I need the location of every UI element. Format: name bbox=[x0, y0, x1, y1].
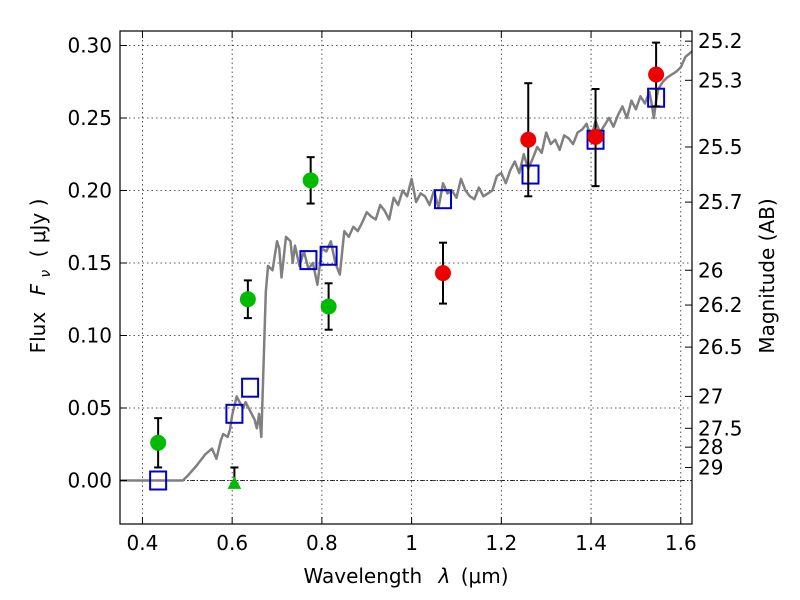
data-point-square bbox=[521, 164, 540, 185]
y2-tick-label: 26.2 bbox=[698, 293, 743, 317]
x-tick-label: 1.4 bbox=[575, 531, 607, 555]
y-axis-label: Flux F ν ( μJy ) bbox=[26, 199, 55, 354]
y-tick-label: 0.20 bbox=[67, 179, 112, 203]
plot-frame bbox=[119, 30, 693, 525]
data-point-square bbox=[225, 403, 244, 424]
y2-tick-label: 28 bbox=[698, 435, 723, 459]
y2-tick-label: 25.5 bbox=[698, 135, 743, 159]
y2-tick-label: 25.3 bbox=[698, 68, 743, 92]
x-axis-label: Wavelength λ (μm) bbox=[303, 564, 508, 588]
x-tick-label: 0.8 bbox=[306, 531, 338, 555]
y2-tick-label: 29 bbox=[698, 455, 723, 479]
data-point-circle bbox=[150, 434, 167, 451]
data-point-triangle bbox=[227, 476, 242, 489]
data-point-circle bbox=[239, 291, 256, 308]
y-tick-label: 0.05 bbox=[67, 396, 112, 420]
y2-tick-label: 27.5 bbox=[698, 416, 743, 440]
y2-tick-label: 27 bbox=[698, 384, 723, 408]
y-axis-label-prefix: Flux bbox=[26, 312, 50, 354]
y-tick-label: 0.15 bbox=[67, 251, 112, 275]
data-point-circle bbox=[320, 298, 337, 315]
data-point-square bbox=[434, 189, 453, 210]
y-axis-label-subscript: ν bbox=[38, 270, 54, 278]
data-point-square bbox=[149, 470, 168, 491]
model-spectrum bbox=[120, 50, 693, 482]
y2-axis-label: Magnitude (AB) bbox=[755, 198, 779, 353]
data-point-square bbox=[319, 245, 338, 266]
y2-tick-label: 26.5 bbox=[698, 335, 743, 359]
series-0-open-square bbox=[149, 87, 666, 491]
x-tick-label: 0.4 bbox=[127, 531, 159, 555]
data-point-square bbox=[299, 250, 318, 271]
y2-tick-label: 25.2 bbox=[698, 29, 743, 53]
y-tick-label: 0.25 bbox=[67, 106, 112, 130]
data-points bbox=[149, 41, 666, 491]
y2-tick-label: 25.7 bbox=[698, 190, 743, 214]
y-tick-label: 0.00 bbox=[67, 469, 112, 493]
x-tick-label: 1.6 bbox=[665, 531, 697, 555]
data-point-circle bbox=[302, 172, 319, 189]
x-tick-label: 1.2 bbox=[485, 531, 517, 555]
y-axis-label-unit: ( μJy ) bbox=[26, 199, 50, 258]
series-2-triangle bbox=[227, 466, 242, 489]
x-tick-label: 1 bbox=[405, 531, 418, 555]
x-axis-ticks: 0.4 0.6 0.8 1 1.2 1.4 1.6 bbox=[127, 31, 697, 555]
model-spectrum-line bbox=[120, 50, 693, 482]
series-3-circle bbox=[435, 41, 665, 305]
y2-tick-label: 26 bbox=[698, 258, 723, 282]
x-axis-label-unit: (μm) bbox=[461, 564, 509, 588]
x-tick-label: 0.6 bbox=[216, 531, 248, 555]
data-point-circle bbox=[435, 265, 452, 282]
series-1-circle bbox=[150, 156, 337, 469]
data-point-circle bbox=[520, 131, 537, 148]
data-point-circle bbox=[648, 66, 665, 83]
data-point-square bbox=[241, 377, 260, 398]
grid-lines bbox=[120, 31, 692, 524]
data-point-circle bbox=[587, 128, 604, 145]
x-axis-label-prefix: Wavelength bbox=[303, 564, 422, 588]
y-tick-label: 0.10 bbox=[67, 324, 112, 348]
x-axis-label-symbol: λ bbox=[438, 564, 451, 588]
y-axis-label-symbol: F bbox=[26, 283, 50, 295]
y-axis-ticks: 0.00 0.05 0.10 0.15 0.20 0.25 0.30 bbox=[67, 34, 127, 493]
y-tick-label: 0.30 bbox=[67, 34, 112, 58]
